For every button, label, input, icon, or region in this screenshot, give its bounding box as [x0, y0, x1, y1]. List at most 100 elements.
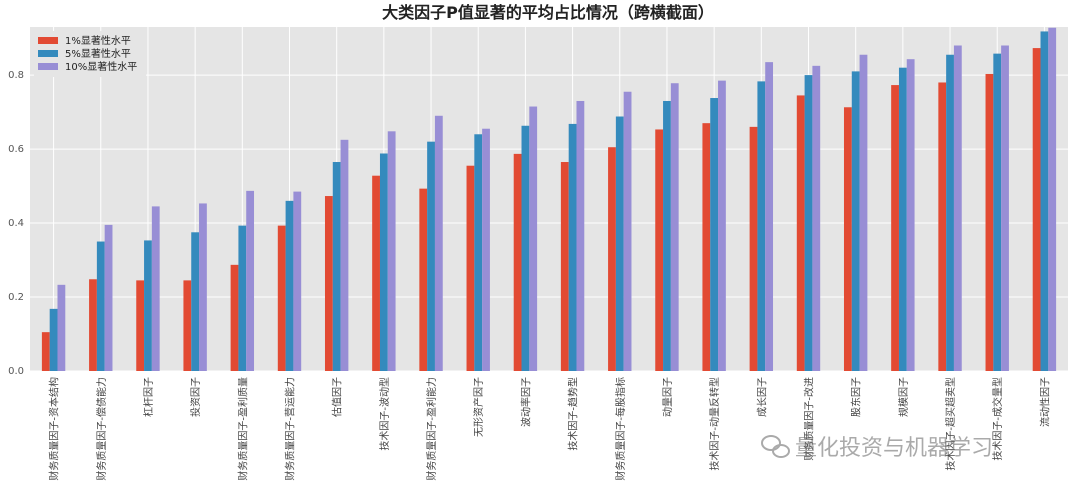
x-tick-label: 技术因子-超买超卖型	[944, 377, 957, 471]
legend-swatch	[38, 50, 58, 57]
y-tick-label: 0.8	[8, 70, 24, 81]
bar	[136, 280, 145, 371]
bar	[199, 203, 207, 371]
bar	[230, 264, 239, 371]
bar	[576, 100, 585, 372]
legend-label: 5%显著性水平	[65, 47, 131, 60]
bar	[906, 59, 915, 372]
y-tick-label: 0.4	[8, 218, 24, 229]
x-tick-label: 杠杆因子	[142, 377, 155, 417]
x-tick-label: 波动率因子	[519, 377, 532, 427]
bar	[144, 240, 152, 371]
x-tick-label: 投资因子	[189, 377, 202, 417]
bar	[765, 62, 774, 372]
bar	[1001, 45, 1009, 371]
x-tick-label: 无形资产因子	[472, 377, 485, 437]
bar	[796, 95, 805, 371]
x-tick-label: 流动性因子	[1038, 377, 1051, 427]
bar	[1040, 31, 1049, 371]
bar	[670, 83, 679, 371]
bar	[246, 190, 255, 371]
bar	[993, 53, 1002, 371]
bar	[568, 123, 577, 371]
bar	[238, 225, 247, 371]
bar	[623, 91, 632, 371]
bar	[843, 107, 852, 372]
x-tick-label: 财务质量因子-改进	[803, 377, 816, 461]
x-tick-label: 技术因子-趋势型	[567, 377, 580, 451]
bar	[41, 332, 50, 371]
bar	[513, 153, 522, 371]
bar	[749, 126, 758, 371]
watermark-text: 量化投资与机器学习	[795, 436, 993, 461]
y-tick-label: 0.6	[8, 144, 24, 155]
bar	[277, 225, 286, 371]
bar	[521, 125, 530, 371]
bar	[89, 279, 97, 371]
y-tick-label: 0.0	[8, 366, 24, 377]
bar	[663, 100, 671, 372]
bar	[332, 162, 341, 371]
bar	[953, 45, 962, 371]
bar	[812, 65, 821, 371]
bar	[938, 82, 947, 371]
bar	[615, 116, 624, 371]
bar	[702, 123, 711, 371]
bar	[482, 128, 490, 371]
x-tick-label: 规模因子	[897, 377, 910, 417]
bar	[985, 73, 994, 371]
bar	[898, 67, 907, 371]
x-tick-label: 成长因子	[756, 377, 768, 417]
bar	[183, 280, 192, 371]
legend-label: 1%显著性水平	[65, 34, 131, 47]
legend-swatch	[38, 37, 58, 44]
bar	[946, 54, 954, 371]
bar	[340, 139, 349, 371]
bar	[1048, 27, 1057, 372]
y-axis: 0.0 0.2 0.4 0.6 0.8	[8, 70, 24, 377]
x-tick-label: 技术因子-成交量型	[991, 377, 1004, 461]
bar	[434, 115, 443, 371]
bar	[859, 54, 868, 371]
chart-title: 大类因子P值显著的平均占比情况（跨横截面）	[382, 3, 714, 22]
x-tick-label: 财务质量因子-盈利能力	[425, 377, 438, 481]
bar	[372, 175, 380, 371]
x-tick-label: 动量因子	[662, 377, 674, 417]
bar	[96, 241, 105, 371]
bar	[757, 81, 766, 371]
legend-swatch	[38, 63, 58, 70]
x-tick-label: 财务质量因子-偿债能力	[95, 377, 108, 481]
bar	[387, 131, 396, 371]
wechat-icon	[761, 435, 790, 458]
legend-label: 10%显著性水平	[65, 60, 137, 73]
bar	[560, 162, 569, 371]
bar	[474, 134, 483, 371]
bar	[851, 71, 860, 372]
watermark: 量化投资与机器学习	[761, 435, 993, 461]
bar	[655, 129, 664, 371]
bar	[151, 206, 160, 371]
bar	[804, 75, 813, 371]
bar	[608, 147, 616, 371]
x-tick-label: 技术因子-动量反转型	[708, 377, 721, 471]
bar	[104, 224, 113, 371]
bar	[379, 153, 388, 371]
bar	[285, 200, 294, 371]
bar	[427, 141, 435, 371]
bar	[891, 85, 899, 371]
bar-series	[41, 27, 1057, 372]
x-axis: 财务质量因子-资本结构 财务质量因子-偿债能力 杠杆因子 投资因子 财务质量因子-盈利质…	[48, 377, 1052, 481]
x-tick-label: 股东因子	[850, 377, 863, 417]
bar	[293, 191, 302, 371]
bar	[57, 284, 66, 371]
bar	[529, 106, 538, 371]
bar	[49, 308, 58, 371]
y-tick-label: 0.2	[8, 292, 24, 303]
bar	[419, 188, 428, 371]
bar	[1032, 48, 1041, 372]
x-tick-label: 财务质量因子-营运能力	[284, 377, 297, 481]
bar	[718, 80, 726, 372]
x-tick-label: 财务质量因子-资本结构	[48, 377, 61, 481]
